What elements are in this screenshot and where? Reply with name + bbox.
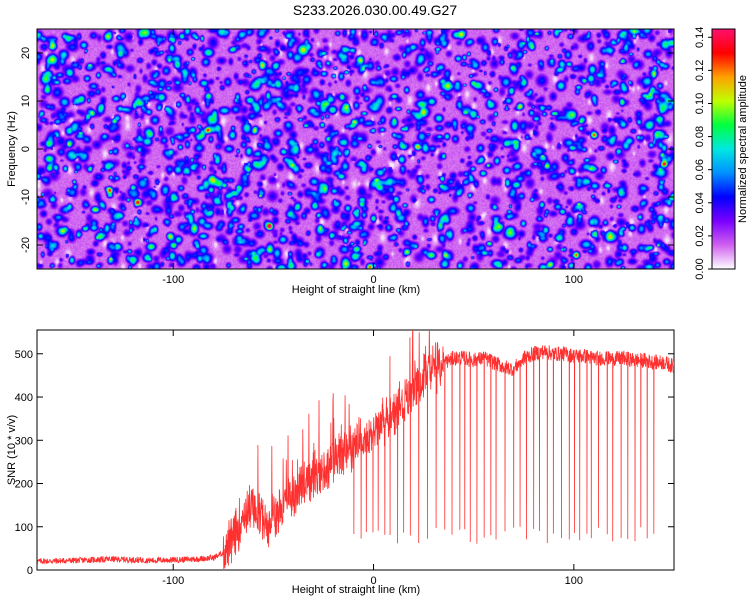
spectrogram-x-tick-label: 0 — [370, 274, 376, 286]
colorbar: 0.00 0.02 0.04 0.06 0.08 0.10 0.12 0.14 Normali… — [694, 27, 749, 280]
spectrogram-x-tick-label: 100 — [565, 274, 583, 286]
spectrogram-y-tick-label: 20 — [20, 47, 32, 59]
spectrogram-y-tick-label: -20 — [20, 237, 32, 253]
snr-y-tick-label: 400 — [15, 392, 33, 404]
snr-x-tick-label: -100 — [162, 575, 184, 587]
snr-series-line — [37, 330, 674, 569]
figure-title: S233.2026.030.00.49.G27 — [293, 2, 457, 18]
snr-x-label: Height of straight line (km) — [292, 584, 420, 596]
snr-y-tick-label: 200 — [15, 479, 33, 491]
snr-panel: -100 0 100 0 100 200 300 400 500 Height of stra… — [6, 329, 675, 596]
snr-y-tick-label: 100 — [15, 522, 33, 534]
colorbar-tick-label: 0.10 — [694, 93, 706, 114]
colorbar-tick-label: 0.04 — [694, 192, 706, 213]
snr-y-tick-label: 300 — [15, 435, 33, 447]
spectrogram-x-tick-label: -100 — [162, 274, 184, 286]
colorbar-tick-label: 0.00 — [694, 258, 706, 279]
spectrogram-y-tick-label: 0 — [20, 146, 32, 152]
spectrogram-y-tick-label: 10 — [20, 95, 32, 107]
snr-y-tick-label: 0 — [27, 565, 33, 577]
snr-x-tick-label: 0 — [370, 575, 376, 587]
colorbar-tick-label: 0.06 — [694, 159, 706, 180]
colorbar-frame — [711, 28, 736, 270]
colorbar-gradient — [712, 29, 735, 269]
colorbar-tick-label: 0.02 — [694, 225, 706, 246]
snr-y-ticks: 0 100 200 300 400 500 — [15, 349, 674, 577]
snr-x-tick-label: 100 — [565, 575, 583, 587]
colorbar-tick-label: 0.08 — [694, 126, 706, 147]
spectrogram-x-label: Height of straight line (km) — [292, 284, 420, 296]
spectrogram-y-label: Frequency (Hz) — [6, 111, 18, 187]
spectrogram-image — [37, 29, 674, 269]
snr-y-tick-label: 500 — [15, 349, 33, 361]
colorbar-label: Normalized spectral amplitude — [737, 75, 749, 223]
colorbar-tick-label: 0.14 — [694, 27, 706, 48]
spectrogram-y-ticks: -20 -10 0 10 20 — [20, 47, 674, 253]
colorbar-ticks: 0.00 0.02 0.04 0.06 0.08 0.10 0.12 0.14 — [694, 27, 712, 280]
snr-frame — [36, 329, 675, 571]
colorbar-tick-label: 0.12 — [694, 60, 706, 81]
snr-x-ticks: -100 0 100 — [162, 330, 583, 587]
snr-y-label: SNR (10 * v/v) — [6, 415, 18, 485]
spectrogram-x-ticks: -100 0 100 — [162, 29, 583, 286]
spectrogram-y-tick-label: -10 — [20, 189, 32, 205]
